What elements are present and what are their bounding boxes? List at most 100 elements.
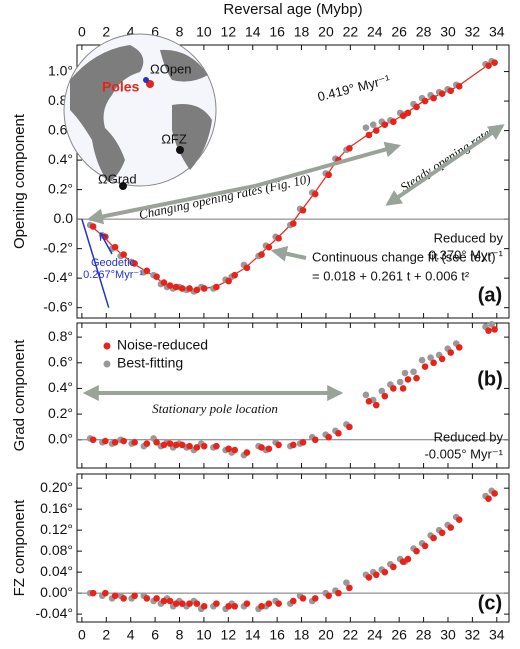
point	[372, 571, 380, 579]
point	[396, 378, 404, 386]
globe-inset: Poles ΩOpen ΩFZ ΩGrad	[63, 33, 217, 190]
x-tick-label: 34	[489, 24, 505, 40]
inset-label: ΩGrad	[98, 171, 137, 186]
point	[427, 354, 434, 361]
point	[381, 568, 389, 576]
point	[381, 392, 389, 400]
point	[491, 326, 498, 333]
legend-marker	[103, 342, 111, 350]
plot-area: 0 2 4 6 8 10 12 14 16 18 20 22 24 26 28 30 32 34-0.6°-0.4…	[11, 1, 510, 643]
point	[421, 97, 429, 105]
x-tick-label: 34	[489, 627, 505, 643]
point	[200, 602, 208, 610]
point	[335, 430, 342, 437]
point	[365, 397, 373, 405]
point	[378, 387, 386, 395]
arrow	[385, 124, 505, 206]
point	[275, 441, 282, 449]
panel-frame	[76, 473, 510, 623]
x-tick-label: 32	[465, 24, 481, 40]
point	[410, 368, 417, 376]
y-tick-label: 0.4°	[48, 379, 73, 395]
point	[365, 131, 373, 139]
point	[225, 277, 232, 285]
point	[89, 589, 97, 597]
point	[89, 436, 97, 444]
x-tick-label: 22	[343, 24, 359, 40]
point	[455, 344, 463, 351]
y-tick-label: -0.4°	[43, 269, 73, 285]
continent	[172, 104, 212, 170]
point	[111, 243, 119, 251]
point	[200, 285, 208, 292]
point	[275, 235, 282, 242]
point	[200, 442, 208, 450]
point	[488, 320, 495, 328]
point	[193, 286, 201, 294]
point	[258, 602, 265, 610]
point	[120, 595, 127, 602]
annotation: Continuous change fit (see text)	[312, 249, 496, 264]
x-tick-label: 10	[196, 24, 212, 40]
y-tick-label: 1.0°	[48, 62, 73, 78]
point	[89, 223, 97, 230]
point	[143, 595, 151, 602]
x-tick-label: 8	[176, 24, 184, 40]
point	[413, 374, 420, 382]
point	[193, 600, 201, 607]
point	[153, 595, 160, 602]
y-tick-label: 0.16°	[40, 500, 73, 516]
point	[213, 283, 220, 291]
point	[311, 190, 319, 198]
point	[225, 445, 232, 453]
y-tick-label: 0.08°	[40, 542, 73, 558]
point	[390, 563, 397, 571]
x-tick-label: 10	[196, 627, 212, 643]
inset-label: ΩFZ	[161, 131, 187, 146]
point	[243, 449, 251, 456]
point	[362, 391, 370, 399]
y-tick-label: 0.0°	[48, 430, 73, 446]
x-tick-label: 0	[78, 24, 86, 40]
geodetic-line	[81, 218, 110, 308]
arrow	[86, 184, 256, 225]
point	[213, 600, 220, 607]
point	[160, 597, 168, 605]
point	[186, 442, 193, 450]
point	[413, 103, 420, 111]
x-tick-label: 12	[221, 24, 237, 40]
point	[289, 220, 297, 227]
point	[485, 62, 492, 69]
point	[143, 267, 151, 275]
x-tick-label: 18	[294, 627, 310, 643]
point	[399, 112, 407, 120]
inset-label: Poles	[102, 79, 140, 95]
y-axis-title: FZ component	[11, 499, 28, 597]
point	[111, 439, 119, 446]
point	[485, 495, 492, 502]
point	[213, 442, 220, 450]
x-tick-label: 16	[269, 24, 285, 40]
point	[166, 440, 174, 447]
y-tick-label: 0.6°	[48, 353, 73, 369]
point	[166, 597, 174, 605]
point	[131, 260, 138, 267]
point	[421, 542, 429, 550]
point	[186, 600, 193, 607]
y-tick-label: -0.04°	[35, 605, 73, 621]
point	[491, 59, 498, 67]
point	[102, 437, 109, 445]
point	[172, 600, 180, 607]
annotation: Reduced by	[434, 429, 504, 444]
point	[265, 600, 273, 607]
x-tick-label: 24	[367, 24, 383, 40]
point	[346, 584, 353, 592]
point	[447, 524, 455, 531]
point	[369, 121, 377, 128]
point	[160, 441, 168, 449]
x-tick-label: 20	[318, 24, 334, 40]
x-tick-label: 6	[151, 24, 159, 40]
point	[160, 279, 168, 286]
point	[225, 602, 232, 610]
